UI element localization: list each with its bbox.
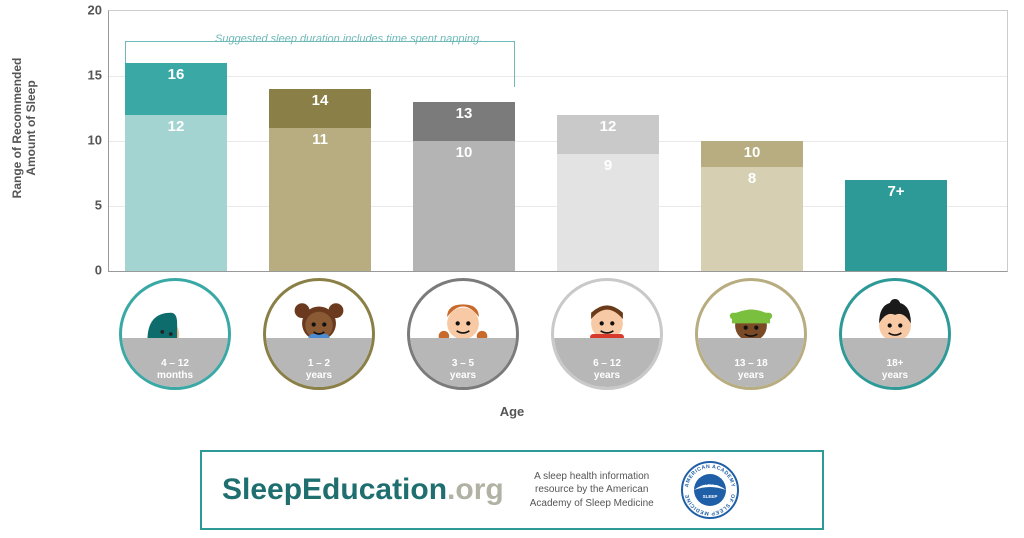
footer-title-dark: SleepEducation — [222, 473, 447, 506]
bar-low-label: 8 — [701, 170, 803, 187]
age-circle: 18+years — [839, 278, 951, 390]
aasm-seal-icon: AMERICAN ACADEMY OF SLEEP MEDICINE WAKE … — [680, 460, 740, 520]
svg-text:WAKE: WAKE — [703, 481, 717, 486]
footer-title-light: .org — [447, 473, 504, 506]
y-tick-label: 15 — [78, 68, 102, 83]
age-circles-row: 4 – 12months 1 – 2years 3 – 5years 6 – 12ye… — [108, 278, 1008, 398]
age-label: 3 – 5years — [410, 358, 516, 381]
age-label: 18+years — [842, 358, 948, 381]
y-tick-label: 10 — [78, 133, 102, 148]
bar-high-label: 16 — [125, 66, 227, 83]
bar-low-label: 11 — [269, 131, 371, 148]
bar-low-label: 10 — [413, 144, 515, 161]
age-label: 6 – 12years — [554, 358, 660, 381]
y-tick-label: 20 — [78, 3, 102, 18]
age-label: 1 – 2years — [266, 358, 372, 381]
bar-low-segment — [269, 128, 371, 271]
age-circle: 5413 – 18years — [695, 278, 807, 390]
x-axis-label: Age — [0, 404, 1024, 419]
y-tick-label: 5 — [78, 198, 102, 213]
footer-title: SleepEducation.org — [222, 473, 504, 507]
napping-note: Suggested sleep duration includes time s… — [215, 33, 482, 45]
bar-low-label: 9 — [557, 157, 659, 174]
svg-text:SLEEP: SLEEP — [702, 494, 717, 499]
y-tick-label: 0 — [78, 263, 102, 278]
bar-low-segment — [125, 115, 227, 271]
age-label: 13 – 18years — [698, 358, 804, 381]
age-circle: 1 – 2years — [263, 278, 375, 390]
bar-high-label: 13 — [413, 105, 515, 122]
footer-tagline: A sleep health information resource by t… — [522, 470, 662, 511]
bar-high-label: 12 — [557, 118, 659, 135]
age-label: 4 – 12months — [122, 358, 228, 381]
age-circle: 3 – 5years — [407, 278, 519, 390]
age-circle: 4 – 12months — [119, 278, 231, 390]
y-axis-label: Range of RecommendedAmount of Sleep — [10, 58, 38, 199]
age-circle: 6 – 12years — [551, 278, 663, 390]
footer-banner: SleepEducation.org A sleep health inform… — [200, 450, 824, 530]
bar-low-label: 12 — [125, 118, 227, 135]
bar-high-label: 10 — [701, 144, 803, 161]
bar-high-label: 14 — [269, 92, 371, 109]
sleep-range-chart: Suggested sleep duration includes time s… — [108, 10, 1008, 272]
bar-low-label: 7+ — [845, 183, 947, 200]
